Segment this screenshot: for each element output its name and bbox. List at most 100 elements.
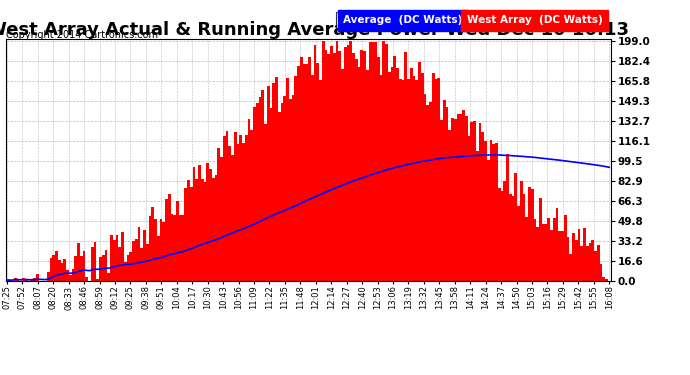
Bar xyxy=(349,40,352,281)
Bar xyxy=(393,56,396,281)
Bar xyxy=(440,120,443,281)
Bar xyxy=(324,50,327,281)
Bar xyxy=(498,188,501,281)
Bar xyxy=(407,79,410,281)
Bar xyxy=(399,79,402,281)
Bar xyxy=(181,215,184,281)
Bar xyxy=(555,208,558,281)
Bar xyxy=(591,240,594,281)
Bar xyxy=(566,237,569,281)
Bar xyxy=(366,70,368,281)
Bar xyxy=(357,67,360,281)
Bar xyxy=(187,180,190,281)
Bar xyxy=(63,260,66,281)
Bar xyxy=(589,243,591,281)
Bar xyxy=(105,250,107,281)
Bar xyxy=(522,195,525,281)
Bar xyxy=(245,135,248,281)
Bar xyxy=(374,42,377,281)
Bar xyxy=(418,62,421,281)
Bar xyxy=(36,274,39,281)
Bar xyxy=(289,99,292,281)
Bar xyxy=(363,51,366,281)
Bar xyxy=(8,280,11,281)
Bar xyxy=(493,144,495,281)
Bar xyxy=(292,94,295,281)
Bar xyxy=(429,102,432,281)
Bar xyxy=(250,130,253,281)
Bar xyxy=(608,280,611,281)
Bar xyxy=(220,158,223,281)
Bar xyxy=(72,269,75,281)
Bar xyxy=(94,242,97,281)
Bar xyxy=(50,258,52,281)
Bar xyxy=(303,63,306,281)
Bar xyxy=(313,45,316,281)
Bar xyxy=(193,167,195,281)
Bar xyxy=(226,131,228,281)
Bar xyxy=(525,217,528,281)
Bar xyxy=(77,243,80,281)
Bar xyxy=(170,214,173,281)
Bar xyxy=(561,231,564,281)
Bar xyxy=(91,247,94,281)
Bar xyxy=(14,278,17,281)
Bar xyxy=(448,130,451,281)
Bar xyxy=(284,96,286,281)
Bar xyxy=(476,152,479,281)
Bar xyxy=(295,76,297,281)
Bar xyxy=(248,118,250,281)
Bar xyxy=(6,280,8,281)
Bar xyxy=(124,262,126,281)
Bar xyxy=(22,278,25,281)
Bar xyxy=(371,42,374,281)
Bar xyxy=(550,230,553,281)
Bar xyxy=(201,179,204,281)
Bar xyxy=(506,154,509,281)
Bar xyxy=(66,270,69,281)
Bar xyxy=(346,45,349,281)
Bar xyxy=(179,215,181,281)
Bar xyxy=(55,251,58,281)
Bar xyxy=(509,194,511,281)
Bar xyxy=(424,93,426,281)
Bar xyxy=(465,116,468,281)
Bar xyxy=(154,219,157,281)
Bar xyxy=(330,46,333,281)
Bar xyxy=(413,76,415,281)
Bar xyxy=(262,90,264,281)
Bar xyxy=(58,260,61,281)
Bar xyxy=(151,207,154,281)
Bar xyxy=(168,194,170,281)
Bar xyxy=(437,78,440,281)
Bar xyxy=(322,40,324,281)
Bar xyxy=(597,245,600,281)
Bar xyxy=(580,246,583,281)
Bar xyxy=(517,206,520,281)
Bar xyxy=(118,248,121,281)
Bar xyxy=(415,80,418,281)
Bar xyxy=(344,47,346,281)
Bar xyxy=(239,135,242,281)
Bar xyxy=(368,42,371,281)
Bar xyxy=(569,254,572,281)
Bar xyxy=(396,68,399,281)
Bar xyxy=(335,40,338,281)
Bar xyxy=(382,40,385,281)
Bar xyxy=(542,224,544,281)
Bar xyxy=(501,190,504,281)
Bar xyxy=(237,144,239,281)
Bar xyxy=(11,280,14,281)
Bar xyxy=(25,279,28,281)
Bar xyxy=(451,118,454,281)
Bar xyxy=(575,240,578,281)
Bar xyxy=(352,53,355,281)
Bar xyxy=(553,218,555,281)
Bar xyxy=(539,198,542,281)
Bar xyxy=(426,105,429,281)
Bar xyxy=(583,228,586,281)
Bar xyxy=(443,100,446,281)
Bar xyxy=(215,174,217,281)
Bar xyxy=(184,188,187,281)
Bar xyxy=(404,52,407,281)
